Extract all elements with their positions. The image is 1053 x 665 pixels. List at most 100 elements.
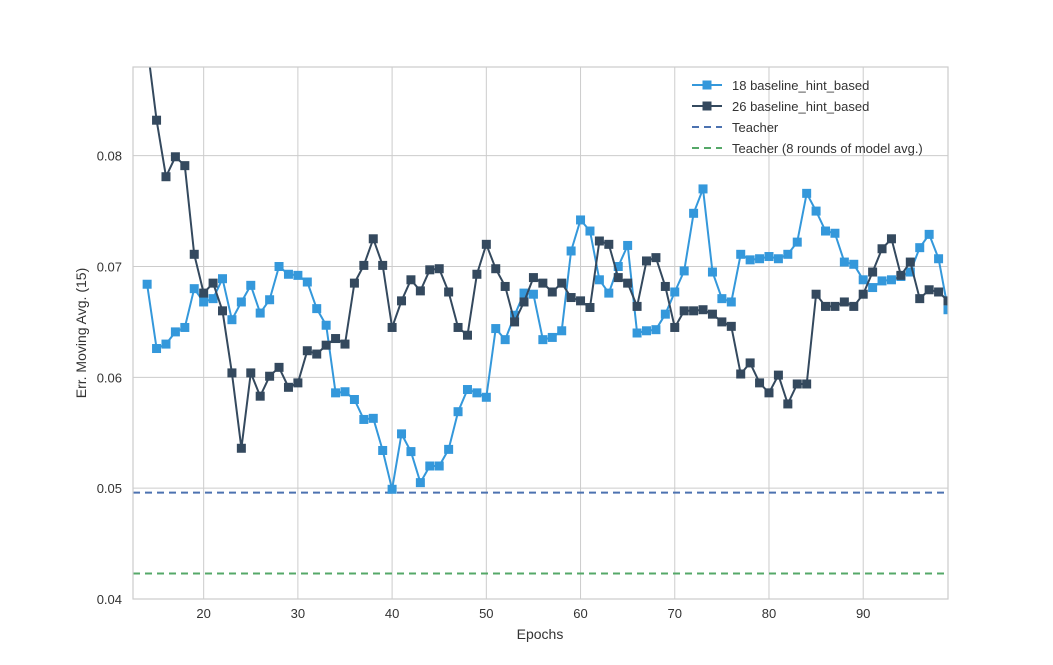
data-point [472, 269, 482, 279]
data-point [707, 267, 717, 277]
data-point [312, 304, 322, 314]
data-point [425, 461, 435, 471]
data-point [510, 310, 520, 320]
legend-entry: Teacher (8 rounds of model avg.) [692, 141, 923, 156]
data-point [764, 388, 774, 398]
data-point [566, 293, 576, 303]
data-point [839, 297, 849, 307]
data-point [576, 296, 586, 306]
data-point [528, 273, 538, 283]
data-point [886, 275, 896, 285]
data-point [755, 378, 765, 388]
data-point [462, 330, 472, 340]
data-point [651, 253, 661, 263]
data-point [934, 287, 944, 297]
data-point [397, 429, 407, 439]
data-point [736, 369, 746, 379]
data-point [368, 234, 378, 244]
data-point [152, 115, 162, 125]
data-point [142, 279, 152, 289]
data-point [830, 228, 840, 238]
data-point [557, 278, 567, 288]
data-point [717, 294, 727, 304]
data-point [519, 288, 529, 298]
legend-label: Teacher (8 rounds of model avg.) [732, 141, 923, 156]
data-point [773, 254, 783, 264]
data-point [227, 368, 237, 378]
x-tick-label: 60 [573, 606, 587, 621]
data-point [792, 237, 802, 247]
data-point [425, 265, 435, 275]
data-point [161, 172, 171, 182]
x-axis-ticks: 20 30 40 50 60 70 80 90 [196, 606, 870, 621]
data-point [877, 244, 887, 254]
data-point [500, 281, 510, 291]
data-point [415, 478, 425, 488]
data-point [849, 301, 859, 311]
data-point [858, 289, 868, 299]
data-point [915, 243, 925, 253]
data-point [293, 270, 303, 280]
data-point [613, 262, 623, 271]
data-point [792, 379, 802, 389]
data-point [236, 297, 246, 307]
data-point [415, 286, 425, 296]
x-axis-title: Epochs [517, 626, 564, 642]
data-point [378, 260, 388, 270]
data-point [199, 288, 209, 298]
data-point [821, 226, 831, 236]
data-point [745, 358, 755, 368]
data-point [378, 445, 388, 455]
data-point [283, 269, 293, 279]
data-point [707, 309, 717, 319]
y-axis-title: Err. Moving Avg. (15) [73, 268, 89, 398]
data-point [368, 413, 378, 423]
data-point [726, 321, 736, 331]
data-point [604, 288, 614, 298]
data-point [868, 267, 878, 277]
data-point [811, 289, 821, 299]
data-point [698, 184, 708, 194]
legend-label: Teacher [732, 120, 779, 135]
data-point [689, 306, 699, 316]
y-tick-label: 0.08 [97, 149, 122, 164]
data-point [623, 240, 633, 250]
data-point [283, 382, 293, 392]
data-point [623, 278, 633, 288]
data-point [886, 234, 896, 244]
legend-marker [702, 80, 712, 90]
data-point [434, 264, 444, 274]
data-point [698, 305, 708, 315]
data-point [481, 239, 491, 249]
data-point [189, 284, 199, 294]
data-point [152, 344, 162, 354]
data-point [208, 278, 218, 288]
data-point [783, 399, 793, 409]
data-point [528, 289, 538, 299]
data-point [877, 276, 887, 286]
data-point [868, 283, 878, 293]
data-point [180, 322, 190, 332]
data-point [755, 254, 765, 264]
plot-content [133, 40, 948, 575]
data-point [924, 229, 934, 239]
data-point [679, 266, 689, 276]
data-point [312, 349, 322, 359]
data-point [500, 335, 510, 345]
data-point [896, 270, 906, 280]
legend-label: 18 baseline_hint_based [732, 78, 869, 93]
data-point [924, 285, 934, 295]
data-point [143, 40, 152, 49]
data-point [246, 280, 256, 290]
y-tick-label: 0.04 [97, 592, 122, 607]
data-point [670, 322, 680, 332]
data-point [802, 188, 812, 198]
data-point [227, 315, 237, 325]
data-point [905, 267, 915, 277]
data-point [236, 443, 246, 453]
data-point [585, 303, 595, 313]
data-point [161, 339, 171, 349]
data-point [199, 297, 209, 307]
data-point [641, 326, 651, 336]
data-point [689, 208, 699, 218]
